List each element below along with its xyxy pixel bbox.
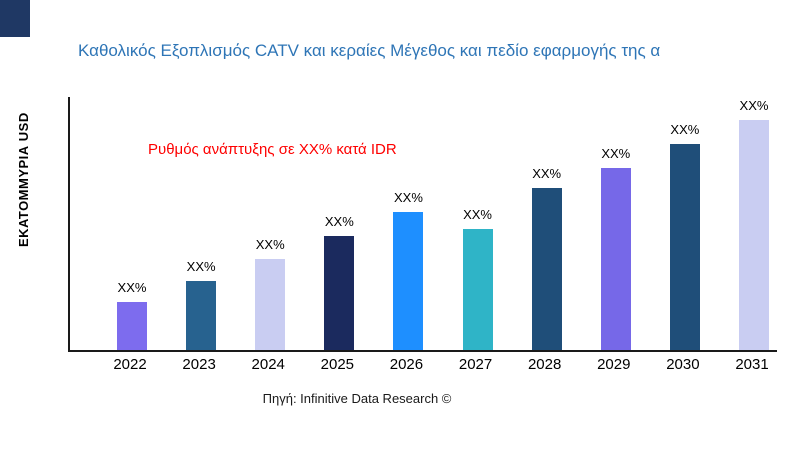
x-tick-label: 2027 [458, 356, 493, 373]
x-tick-label: 2028 [527, 356, 562, 373]
bar-value-label: XX% [186, 259, 216, 274]
x-tick-label: 2024 [251, 356, 285, 373]
growth-rate-annotation: Ρυθμός ανάπτυξης σε XX% κατά IDR [148, 141, 397, 158]
bar-value-label: XX% [324, 214, 354, 229]
bar [117, 302, 147, 350]
bar-value-label: XX% [739, 98, 769, 113]
x-axis: 2022 2023 2024 2025 2026 2027 2028 2029 2030 2031 [0, 356, 800, 378]
bar-value-label: XX% [393, 190, 423, 205]
x-tick-label: 2029 [597, 356, 631, 373]
bar [186, 281, 217, 350]
bar [600, 168, 631, 350]
bar [462, 229, 493, 350]
y-axis-label: ΕΚΑΤΟΜΜΥΡΙΑ USD [16, 112, 31, 248]
bar-value-label: XX% [670, 122, 700, 137]
bar-value-label: XX% [532, 166, 562, 181]
bar [324, 236, 355, 350]
x-tick-label: 2031 [735, 356, 769, 373]
x-tick-label: 2022 [113, 356, 147, 373]
plot-area: XX% XX% XX% XX% XX% XX% XX% XX% XX% XX% [68, 97, 777, 352]
corner-accent-block [0, 0, 30, 37]
x-tick-label: 2026 [389, 356, 424, 373]
bar [393, 212, 424, 350]
bar-value-label: XX% [255, 237, 285, 252]
source-note: Πηγή: Infinitive Data Research © [262, 391, 452, 406]
bar-value-label: XX% [601, 146, 631, 161]
bar-value-label: XX% [463, 207, 492, 222]
bar-value-label: XX% [117, 280, 147, 295]
bar [669, 144, 700, 350]
bar [255, 259, 286, 350]
x-tick-label: 2023 [182, 356, 216, 373]
bar [531, 188, 562, 350]
bar [739, 120, 769, 350]
x-tick-label: 2025 [320, 356, 355, 373]
chart-title: Καθολικός Εξοπλισμός CATV και κεραίες Μέ… [78, 41, 661, 60]
x-tick-label: 2030 [666, 356, 700, 373]
